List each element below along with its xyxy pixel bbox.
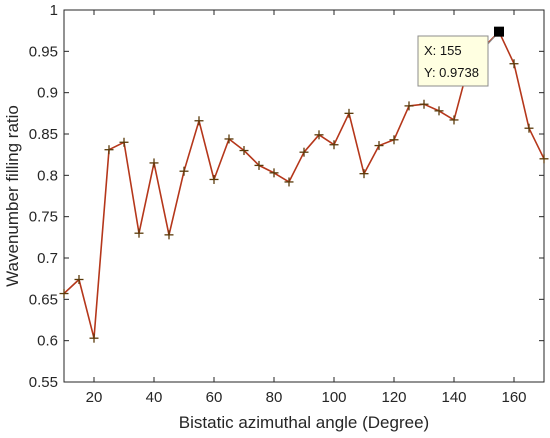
data-point-marker bbox=[74, 274, 84, 284]
data-point-marker bbox=[209, 174, 219, 184]
y-tick-label: 0.55 bbox=[29, 374, 58, 391]
datatip-x-text: X: 155 bbox=[424, 43, 462, 58]
y-axis-title: Wavenumber filling ratio bbox=[3, 105, 22, 287]
data-point-marker bbox=[344, 108, 354, 118]
data-point-marker bbox=[179, 166, 189, 176]
data-point-marker bbox=[89, 333, 99, 343]
data-point-marker bbox=[149, 158, 159, 168]
data-point-marker bbox=[269, 168, 279, 178]
data-point-marker bbox=[449, 115, 459, 125]
data-point-marker bbox=[314, 130, 324, 140]
data-point-marker bbox=[119, 137, 129, 147]
y-tick-label: 0.85 bbox=[29, 126, 58, 143]
data-point-marker bbox=[164, 230, 174, 240]
datatip-marker bbox=[494, 26, 504, 37]
y-tick-label: 0.8 bbox=[37, 167, 58, 184]
data-point-marker bbox=[374, 141, 384, 151]
x-tick-label: 80 bbox=[266, 389, 283, 406]
x-tick-label: 20 bbox=[86, 389, 103, 406]
data-point-marker bbox=[524, 123, 534, 133]
data-point-marker bbox=[284, 177, 294, 187]
data-point-marker bbox=[434, 106, 444, 116]
x-tick-label: 160 bbox=[501, 389, 526, 406]
data-point-marker bbox=[224, 134, 234, 144]
x-tick-label: 60 bbox=[206, 389, 223, 406]
y-tick-label: 0.65 bbox=[29, 291, 58, 308]
data-point-marker bbox=[404, 101, 414, 111]
x-axis-title: Bistatic azimuthal angle (Degree) bbox=[179, 413, 429, 432]
y-tick-label: 0.75 bbox=[29, 209, 58, 226]
axis-ticks: 20 40 60 80 100 120 140 160 0.55 0.6 0.65 0.7 0.75 0.… bbox=[29, 2, 544, 406]
axes-box bbox=[63, 9, 545, 383]
datatip-box bbox=[417, 35, 489, 87]
data-point-marker bbox=[104, 145, 114, 155]
data-point-marker bbox=[254, 160, 264, 170]
data-point-marker bbox=[389, 135, 399, 145]
data-point-marker bbox=[134, 228, 144, 238]
data-point-marker bbox=[194, 116, 204, 126]
x-tick-label: 100 bbox=[321, 389, 346, 406]
data-point-marker bbox=[299, 147, 309, 157]
x-tick-label: 120 bbox=[381, 389, 406, 406]
data-point-marker bbox=[419, 99, 429, 109]
data-point-marker bbox=[59, 289, 69, 299]
data-point-marker bbox=[359, 169, 369, 179]
data-point-marker bbox=[239, 146, 249, 156]
data-point-marker bbox=[539, 154, 549, 164]
y-tick-label: 0.6 bbox=[37, 333, 58, 350]
data-point-marker bbox=[509, 59, 519, 69]
axes bbox=[63, 9, 545, 383]
y-tick-label: 0.95 bbox=[29, 43, 58, 60]
datatip-y-text: Y: 0.9738 bbox=[424, 65, 479, 80]
datatip: X: 155 Y: 0.9738 bbox=[417, 26, 504, 87]
x-tick-label: 140 bbox=[441, 389, 466, 406]
y-tick-label: 1 bbox=[50, 2, 58, 19]
data-point-marker bbox=[329, 140, 339, 150]
x-tick-label: 40 bbox=[146, 389, 163, 406]
y-tick-label: 0.9 bbox=[37, 85, 58, 102]
y-tick-label: 0.7 bbox=[37, 250, 58, 267]
